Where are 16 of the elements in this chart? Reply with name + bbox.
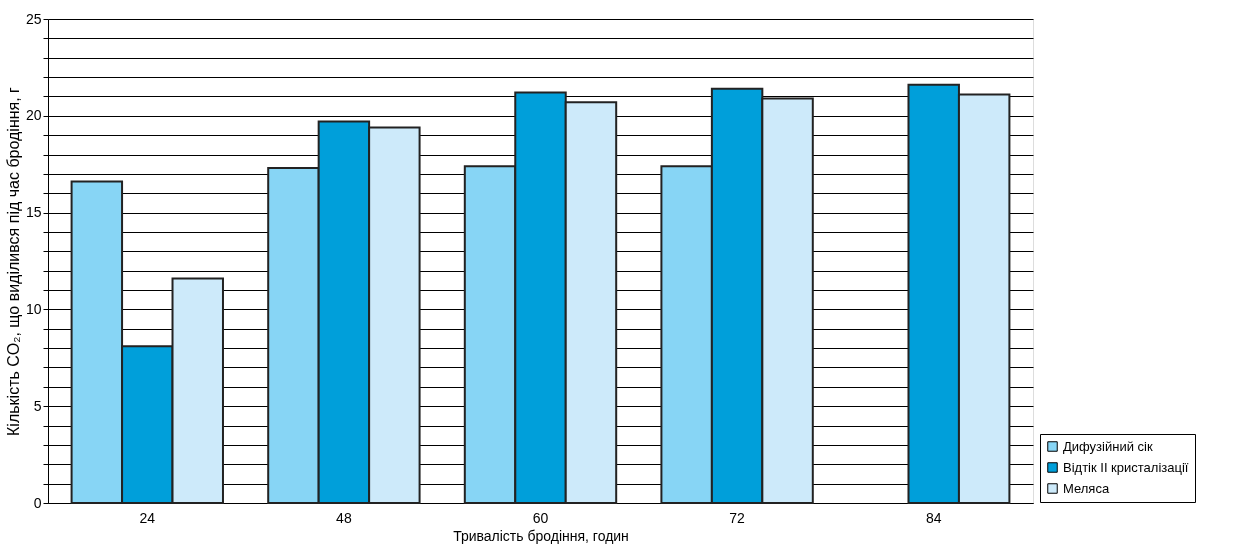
y-tick-label: 25 — [25, 10, 42, 27]
y-tick-label: 5 — [33, 397, 42, 414]
y-tick-label: 0 — [33, 494, 42, 511]
y-tick-label: 10 — [25, 300, 42, 317]
y-tick-label: 20 — [25, 107, 42, 124]
legend-label: Меляса — [1063, 480, 1110, 496]
y-tick-label: 15 — [25, 204, 42, 221]
x-tick-label: 72 — [729, 509, 746, 526]
x-tick-label: 84 — [925, 509, 942, 526]
legend-label: Дифузійний сік — [1063, 438, 1153, 454]
x-tick-label: 24 — [139, 509, 156, 526]
legend-label: Відтік II кристалізації — [1063, 459, 1189, 475]
x-axis-title: Тривалість бродіння, годин — [453, 527, 629, 544]
x-tick-label: 60 — [532, 509, 549, 526]
y-axis-title: Кількість CO₂, що виділився під час бродіння, г — [4, 86, 22, 436]
x-tick-label: 48 — [336, 509, 352, 526]
